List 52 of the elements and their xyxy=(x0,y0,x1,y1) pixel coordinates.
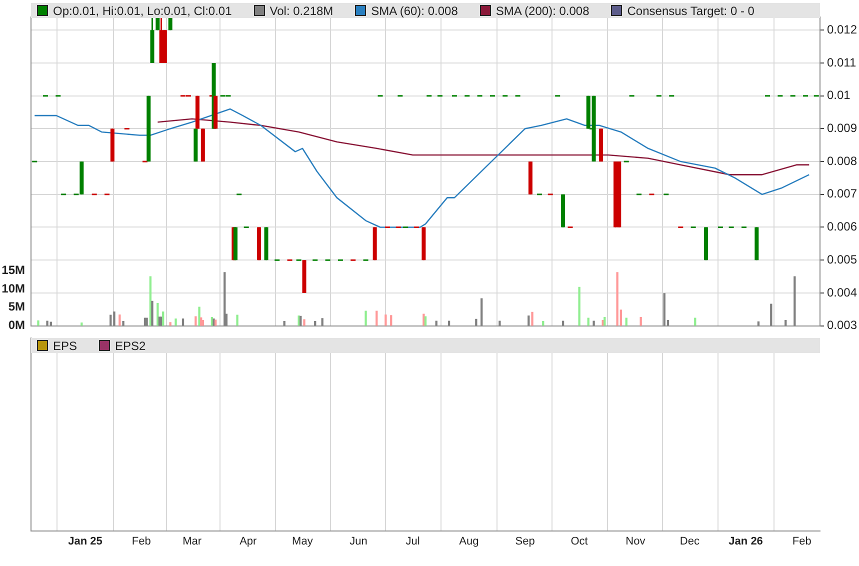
bar xyxy=(531,312,534,326)
bar xyxy=(162,312,164,326)
bar xyxy=(422,314,425,326)
legend-label: Consensus Target: 0 - 0 xyxy=(627,4,754,18)
bar xyxy=(384,314,387,326)
y-tick-label: 0.009 xyxy=(827,121,858,136)
text: Nov xyxy=(626,535,646,548)
bar xyxy=(364,310,367,326)
y-tick-label: 0.011 xyxy=(827,55,856,70)
text: Apr xyxy=(240,535,257,548)
y-tick-label: 0.004 xyxy=(827,285,858,300)
legend-label: Op:0.01, Hi:0.01, Lo:0.01, Cl:0.01 xyxy=(53,4,232,18)
bar xyxy=(303,319,306,326)
text: May xyxy=(292,535,313,548)
y2-tick-label: 10M xyxy=(2,281,26,296)
text: Aug xyxy=(459,535,479,548)
text: Feb xyxy=(792,535,812,548)
text: Jun xyxy=(350,535,368,548)
bar xyxy=(156,303,159,326)
text: Oct xyxy=(570,535,588,548)
bar xyxy=(236,314,238,326)
y-tick-label: 0.006 xyxy=(827,220,858,234)
bar xyxy=(194,316,197,326)
y-tick-label: 0.003 xyxy=(827,318,858,332)
bar xyxy=(390,315,392,326)
legend-label: EPS xyxy=(53,338,78,352)
y-tick-label: 0.007 xyxy=(827,186,858,201)
legend-label: EPS2 xyxy=(115,338,146,352)
legend-label: SMA (200): 0.008 xyxy=(496,4,590,18)
y-tick-label: 0.012 xyxy=(827,22,858,36)
text: Dec xyxy=(680,535,700,548)
legend-label: Vol: 0.218M xyxy=(270,4,334,18)
y-tick-label: 0.01 xyxy=(827,88,851,102)
bar xyxy=(37,320,40,326)
legend-label: SMA (60): 0.008 xyxy=(371,4,458,18)
bar xyxy=(616,272,618,326)
y2-tick-label: 5M xyxy=(8,300,25,314)
text: Jan 26 xyxy=(728,535,763,548)
text: Feb xyxy=(132,535,151,548)
y-tick-label: 0.008 xyxy=(827,154,858,168)
text: Mar xyxy=(182,535,202,548)
y2-tick-label: 15M xyxy=(2,262,26,277)
y2-tick-label: 0M xyxy=(8,318,25,332)
bar xyxy=(578,286,580,326)
bar xyxy=(198,306,200,326)
text: Sep xyxy=(515,535,535,548)
bar xyxy=(174,318,177,326)
y-tick-label: 0.005 xyxy=(827,252,858,266)
bar xyxy=(169,322,172,326)
bar xyxy=(118,314,121,326)
text: Jul xyxy=(406,535,420,548)
text: Jan 25 xyxy=(68,535,102,548)
